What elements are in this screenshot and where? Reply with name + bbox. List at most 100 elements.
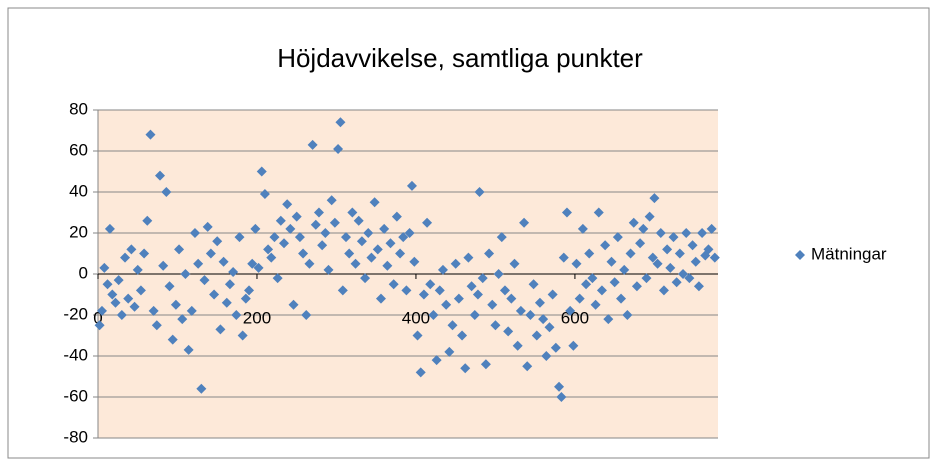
data-point [404, 228, 415, 238]
data-point [298, 248, 309, 259]
data-point [382, 260, 393, 271]
data-point [177, 314, 188, 325]
data-point [266, 252, 277, 263]
data-point [593, 207, 604, 218]
data-point [215, 324, 226, 335]
data-point [596, 285, 607, 296]
data-point [99, 262, 110, 273]
data-point [678, 269, 689, 279]
data-point [603, 314, 614, 325]
data-point [356, 236, 367, 247]
data-point [218, 256, 229, 267]
data-point [415, 367, 426, 378]
data-point [167, 334, 178, 345]
data-point [522, 361, 533, 372]
data-point [110, 297, 121, 308]
data-point [279, 238, 289, 249]
data-point [183, 344, 194, 355]
y-tick-label: -40 [63, 345, 88, 364]
data-point [600, 240, 611, 251]
data-point [584, 248, 595, 259]
data-point [434, 285, 445, 296]
data-point [366, 252, 377, 263]
data-point [247, 258, 258, 269]
data-point [388, 279, 399, 290]
data-point [132, 264, 143, 275]
data-point [687, 240, 698, 251]
data-point [164, 281, 175, 292]
data-point [547, 289, 558, 300]
data-point [161, 187, 172, 197]
data-point [655, 228, 666, 238]
data-point [196, 383, 207, 394]
data-point [638, 223, 649, 234]
data-point [275, 215, 286, 226]
data-point [684, 273, 695, 284]
data-point [253, 262, 264, 273]
data-point [353, 215, 364, 226]
data-point [145, 129, 156, 140]
data-point [665, 262, 676, 273]
data-point [126, 244, 137, 255]
data-point [681, 228, 692, 238]
data-point [577, 223, 588, 234]
data-point [148, 305, 159, 316]
data-point [671, 277, 682, 288]
data-point [469, 310, 480, 320]
data-point [310, 219, 321, 230]
data-point [447, 320, 458, 331]
data-point [480, 359, 491, 370]
data-point [474, 187, 485, 197]
data-point [337, 285, 348, 296]
data-point [375, 293, 386, 304]
data-point [398, 232, 409, 243]
data-point [341, 232, 351, 243]
data-point [490, 320, 501, 331]
data-point [652, 258, 663, 269]
data-point [234, 232, 245, 243]
data-point [102, 279, 113, 290]
data-point [619, 264, 630, 275]
data-point [587, 273, 598, 284]
data-point [463, 252, 474, 263]
data-point [282, 199, 293, 210]
data-point [561, 207, 572, 218]
data-point [565, 305, 576, 316]
data-point [558, 252, 569, 263]
data-point [609, 277, 620, 288]
data-point [431, 355, 442, 366]
data-point [538, 314, 549, 325]
data-point [401, 285, 412, 296]
data-point [294, 232, 305, 243]
data-point [313, 207, 324, 218]
data-point [291, 211, 302, 222]
x-tick-label: 200 [243, 308, 271, 327]
data-point [422, 217, 433, 228]
y-tick-label: 60 [69, 140, 88, 159]
data-point [385, 238, 396, 249]
data-point [189, 228, 200, 238]
data-point [503, 326, 514, 337]
data-point [193, 258, 204, 269]
data-point [228, 266, 239, 277]
data-point [174, 244, 185, 255]
data-point [244, 285, 255, 296]
y-tick-label: 40 [69, 181, 88, 200]
data-point [256, 166, 267, 177]
data-point [531, 330, 542, 341]
data-point [129, 301, 140, 312]
data-point [170, 299, 181, 310]
data-point [457, 330, 468, 341]
data-point [541, 351, 552, 361]
data-point [363, 228, 374, 238]
data-point [335, 117, 346, 128]
data-point [499, 285, 510, 296]
data-point [425, 279, 436, 290]
data-point [477, 273, 488, 284]
y-tick-label: -60 [63, 386, 88, 405]
data-point [104, 223, 115, 234]
data-point [155, 170, 165, 181]
data-point [460, 363, 471, 374]
data-point [288, 299, 299, 310]
data-point [240, 293, 251, 304]
